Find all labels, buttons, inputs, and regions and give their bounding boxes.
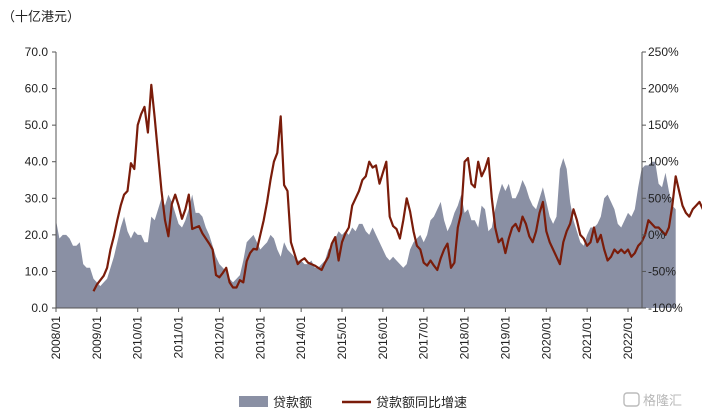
x-tick-labels: 2008/01 2009/01 2010/01 2011/01 2012/01 2013/… (49, 316, 635, 360)
loan-amount-area-layer (56, 158, 676, 308)
x-tick-label: 2014/01 (294, 316, 308, 360)
left-y-tick-label: 10.0 (25, 264, 49, 278)
left-y-tick-label: 40.0 (25, 155, 49, 169)
left-y-tick-label: 70.0 (25, 45, 49, 59)
x-tick-label: 2015/01 (335, 316, 349, 360)
watermark-logo-icon (623, 392, 640, 407)
x-tick-label: 2021/01 (580, 316, 594, 360)
right-y-tick-labels: -100% -50% 0% 50% 100% 150% 200% 250% (648, 45, 683, 315)
left-y-tick-label: 50.0 (25, 118, 49, 132)
right-y-tick-label: 150% (648, 118, 679, 132)
left-y-tick-label: 0.0 (31, 301, 48, 315)
x-tick-label: 2011/01 (172, 316, 186, 359)
right-y-tick-label: 250% (648, 45, 679, 59)
left-y-tick-label: 30.0 (25, 191, 49, 205)
legend: 贷款额 贷款额同比增速 (239, 396, 467, 411)
x-tick-label: 2009/01 (90, 316, 104, 360)
x-tick-label: 2020/01 (539, 316, 553, 360)
x-tick-label: 2018/01 (458, 316, 472, 360)
growth-rate-line (92, 83, 702, 292)
x-tick-label: 2016/01 (376, 316, 390, 360)
right-y-tick-label: -50% (648, 264, 676, 278)
x-tick-label: 2008/01 (49, 316, 63, 360)
legend-swatch-loan-amount (239, 396, 268, 407)
legend-label-growth-rate: 贷款额同比增速 (376, 396, 467, 411)
left-axis-unit-label: （十亿港元） (2, 10, 80, 25)
x-tick-label: 2013/01 (253, 316, 267, 360)
right-y-tick-label: 100% (648, 155, 679, 169)
left-y-tick-label: 20.0 (25, 228, 49, 242)
right-y-tick-label: 0% (648, 228, 666, 242)
growth-rate-line-layer (92, 83, 702, 292)
axes-layer (52, 51, 646, 312)
x-tick-label: 2012/01 (212, 316, 226, 360)
loan-amount-area (56, 158, 676, 308)
right-y-tick-label: -100% (648, 301, 683, 315)
x-tick-label: 2022/01 (621, 316, 635, 360)
x-tick-label: 2010/01 (131, 316, 145, 360)
watermark-text: 格隆汇 (643, 393, 682, 409)
legend-label-loan-amount: 贷款额 (273, 396, 312, 411)
x-tick-label: 2017/01 (417, 316, 431, 360)
watermark: 格隆汇 (623, 392, 682, 409)
x-tick-label: 2019/01 (498, 316, 512, 360)
left-y-tick-labels: 0.0 10.0 20.0 30.0 40.0 50.0 60.0 70.0 (25, 45, 49, 315)
right-y-tick-label: 50% (648, 191, 672, 205)
right-y-tick-label: 200% (648, 82, 679, 96)
left-y-tick-label: 60.0 (25, 82, 49, 96)
